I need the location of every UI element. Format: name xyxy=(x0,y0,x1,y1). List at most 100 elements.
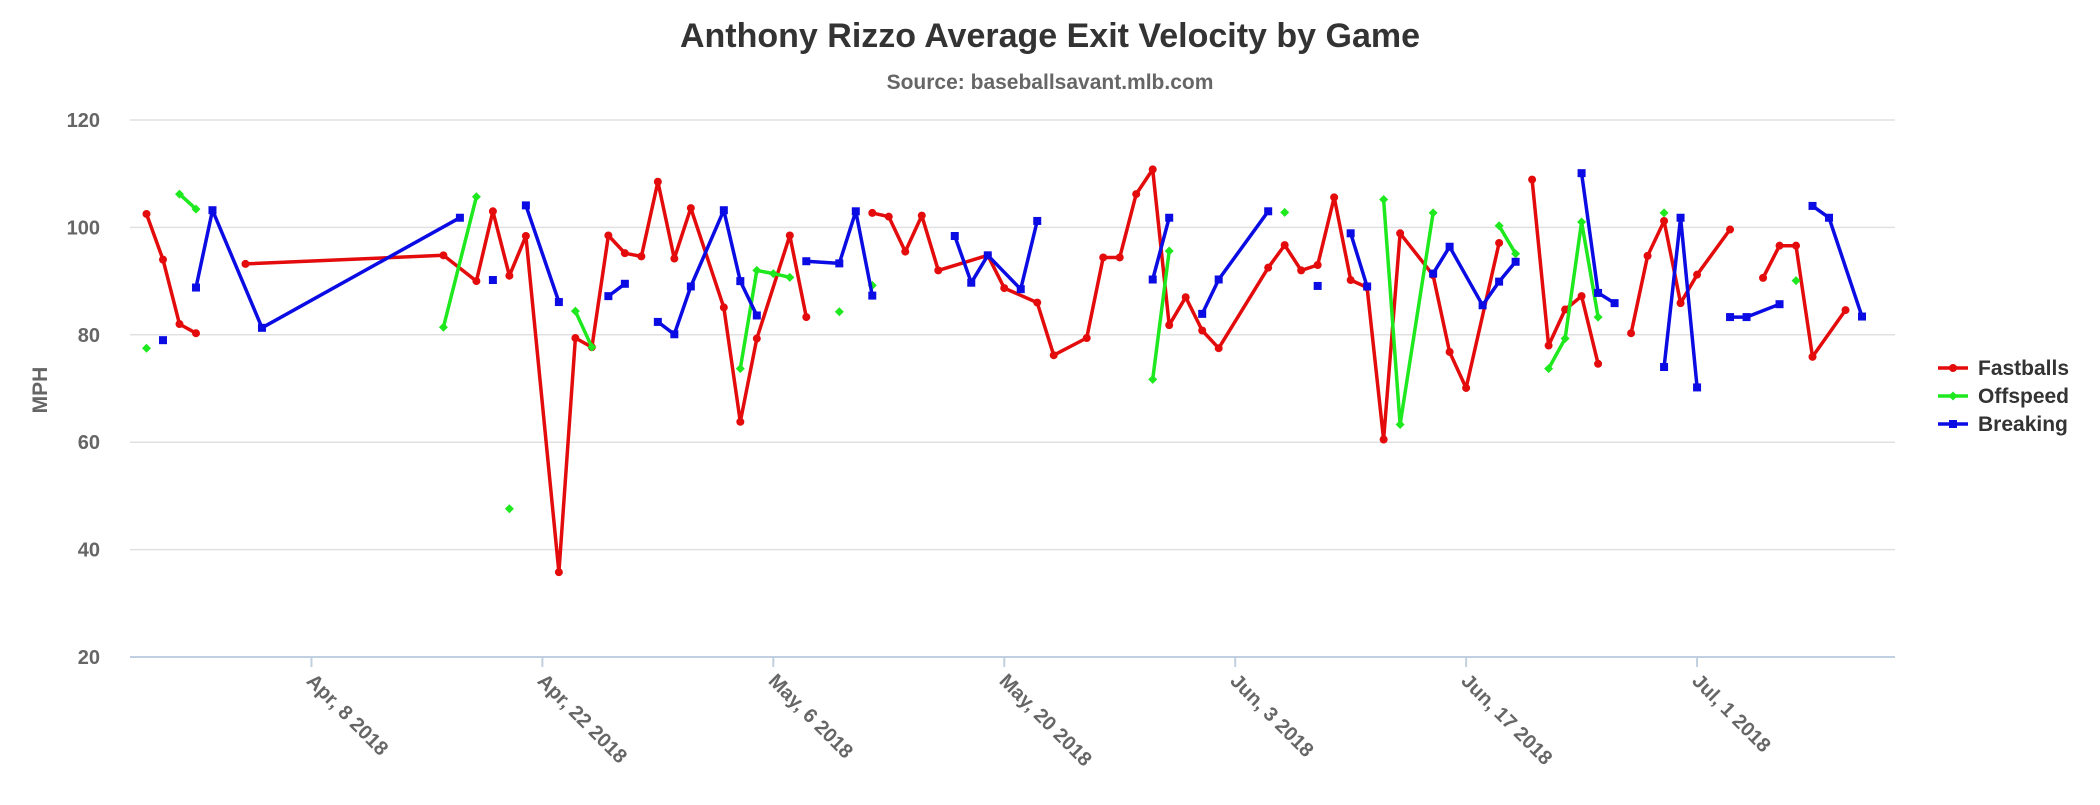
data-point-fastballs[interactable] xyxy=(686,204,695,213)
data-point-fastballs[interactable] xyxy=(1313,260,1322,269)
data-point-fastballs[interactable] xyxy=(1643,251,1652,260)
data-point-breaking[interactable] xyxy=(1016,285,1025,294)
data-point-offspeed[interactable] xyxy=(1164,246,1174,256)
data-point-breaking[interactable] xyxy=(1825,213,1834,222)
data-point-breaking[interactable] xyxy=(604,292,613,301)
data-point-breaking[interactable] xyxy=(488,276,497,285)
data-point-breaking[interactable] xyxy=(719,206,728,215)
data-point-offspeed[interactable] xyxy=(587,342,597,352)
data-point-fastballs[interactable] xyxy=(1726,225,1735,234)
data-point-breaking[interactable] xyxy=(752,311,761,320)
data-point-breaking[interactable] xyxy=(1478,301,1487,310)
data-point-offspeed[interactable] xyxy=(1494,221,1504,231)
data-point-breaking[interactable] xyxy=(1610,299,1619,308)
data-point-fastballs[interactable] xyxy=(1000,284,1009,293)
data-point-fastballs[interactable] xyxy=(868,208,877,217)
data-point-fastballs[interactable] xyxy=(1676,299,1685,308)
data-point-fastballs[interactable] xyxy=(1330,193,1339,202)
data-point-fastballs[interactable] xyxy=(505,271,514,280)
data-point-offspeed[interactable] xyxy=(1395,419,1405,429)
data-point-offspeed[interactable] xyxy=(141,343,151,353)
data-point-offspeed[interactable] xyxy=(471,192,481,202)
data-point-fastballs[interactable] xyxy=(1808,352,1817,361)
data-point-fastballs[interactable] xyxy=(1181,293,1190,302)
data-point-fastballs[interactable] xyxy=(1132,190,1141,199)
data-point-fastballs[interactable] xyxy=(1033,298,1042,307)
data-point-fastballs[interactable] xyxy=(1280,241,1289,250)
data-point-breaking[interactable] xyxy=(1363,282,1372,291)
data-point-offspeed[interactable] xyxy=(438,322,448,332)
data-point-breaking[interactable] xyxy=(1148,275,1157,284)
data-point-breaking[interactable] xyxy=(1511,257,1520,266)
data-point-fastballs[interactable] xyxy=(1577,292,1586,301)
data-point-fastballs[interactable] xyxy=(142,209,151,218)
data-point-fastballs[interactable] xyxy=(1148,165,1157,174)
data-point-fastballs[interactable] xyxy=(241,259,250,268)
data-point-breaking[interactable] xyxy=(1676,213,1685,222)
data-point-fastballs[interactable] xyxy=(884,212,893,221)
data-point-fastballs[interactable] xyxy=(1495,238,1504,247)
data-point-breaking[interactable] xyxy=(191,283,200,292)
data-point-fastballs[interactable] xyxy=(802,313,811,322)
data-point-offspeed[interactable] xyxy=(1593,312,1603,322)
data-point-breaking[interactable] xyxy=(1660,363,1669,372)
data-point-fastballs[interactable] xyxy=(1594,359,1603,368)
data-point-offspeed[interactable] xyxy=(1577,217,1587,227)
data-point-breaking[interactable] xyxy=(1775,300,1784,309)
data-point-breaking[interactable] xyxy=(851,207,860,216)
data-point-fastballs[interactable] xyxy=(1099,253,1108,262)
data-point-offspeed[interactable] xyxy=(1511,249,1521,259)
data-point-fastballs[interactable] xyxy=(1792,241,1801,250)
data-point-fastballs[interactable] xyxy=(1297,266,1306,275)
data-point-breaking[interactable] xyxy=(554,298,563,307)
legend-item-offspeed[interactable]: Offspeed xyxy=(1938,385,2069,408)
data-point-offspeed[interactable] xyxy=(785,272,795,282)
data-point-fastballs[interactable] xyxy=(752,334,761,343)
data-point-fastballs[interactable] xyxy=(785,231,794,240)
data-point-breaking[interactable] xyxy=(868,291,877,300)
data-point-fastballs[interactable] xyxy=(1561,305,1570,314)
data-point-breaking[interactable] xyxy=(1726,313,1735,322)
data-point-fastballs[interactable] xyxy=(439,251,448,260)
data-point-fastballs[interactable] xyxy=(1198,326,1207,335)
data-point-fastballs[interactable] xyxy=(571,334,580,343)
data-point-breaking[interactable] xyxy=(967,278,976,287)
data-point-fastballs[interactable] xyxy=(1264,263,1273,272)
data-point-fastballs[interactable] xyxy=(1841,306,1850,315)
data-point-breaking[interactable] xyxy=(983,251,992,260)
data-point-breaking[interactable] xyxy=(835,259,844,268)
data-point-breaking[interactable] xyxy=(158,336,167,345)
data-point-fastballs[interactable] xyxy=(1214,344,1223,353)
data-point-offspeed[interactable] xyxy=(1560,334,1570,344)
data-point-breaking[interactable] xyxy=(1346,229,1355,238)
data-point-breaking[interactable] xyxy=(736,277,745,286)
data-point-fastballs[interactable] xyxy=(1462,383,1471,392)
data-point-breaking[interactable] xyxy=(1429,269,1438,278)
data-point-breaking[interactable] xyxy=(1742,313,1751,322)
data-point-offspeed[interactable] xyxy=(1379,194,1389,204)
data-point-breaking[interactable] xyxy=(208,206,217,215)
data-point-breaking[interactable] xyxy=(1808,201,1817,210)
data-point-offspeed[interactable] xyxy=(1791,276,1801,286)
data-point-breaking[interactable] xyxy=(257,323,266,332)
data-point-offspeed[interactable] xyxy=(1544,364,1554,374)
data-point-breaking[interactable] xyxy=(1165,213,1174,222)
data-point-breaking[interactable] xyxy=(521,201,530,210)
data-point-breaking[interactable] xyxy=(686,282,695,291)
data-point-breaking[interactable] xyxy=(620,279,629,288)
data-point-fastballs[interactable] xyxy=(637,252,646,261)
data-point-fastballs[interactable] xyxy=(934,266,943,275)
legend-item-breaking[interactable]: Breaking xyxy=(1938,413,2068,436)
data-point-breaking[interactable] xyxy=(1033,216,1042,225)
data-point-fastballs[interactable] xyxy=(736,417,745,426)
data-point-fastballs[interactable] xyxy=(488,207,497,216)
data-point-fastballs[interactable] xyxy=(620,249,629,258)
data-point-fastballs[interactable] xyxy=(158,255,167,264)
data-point-offspeed[interactable] xyxy=(752,265,762,275)
data-point-offspeed[interactable] xyxy=(504,504,514,514)
data-point-fastballs[interactable] xyxy=(1544,341,1553,350)
data-point-fastballs[interactable] xyxy=(1445,347,1454,356)
data-point-breaking[interactable] xyxy=(1693,383,1702,392)
data-point-fastballs[interactable] xyxy=(1346,276,1355,285)
data-point-fastballs[interactable] xyxy=(1693,270,1702,279)
